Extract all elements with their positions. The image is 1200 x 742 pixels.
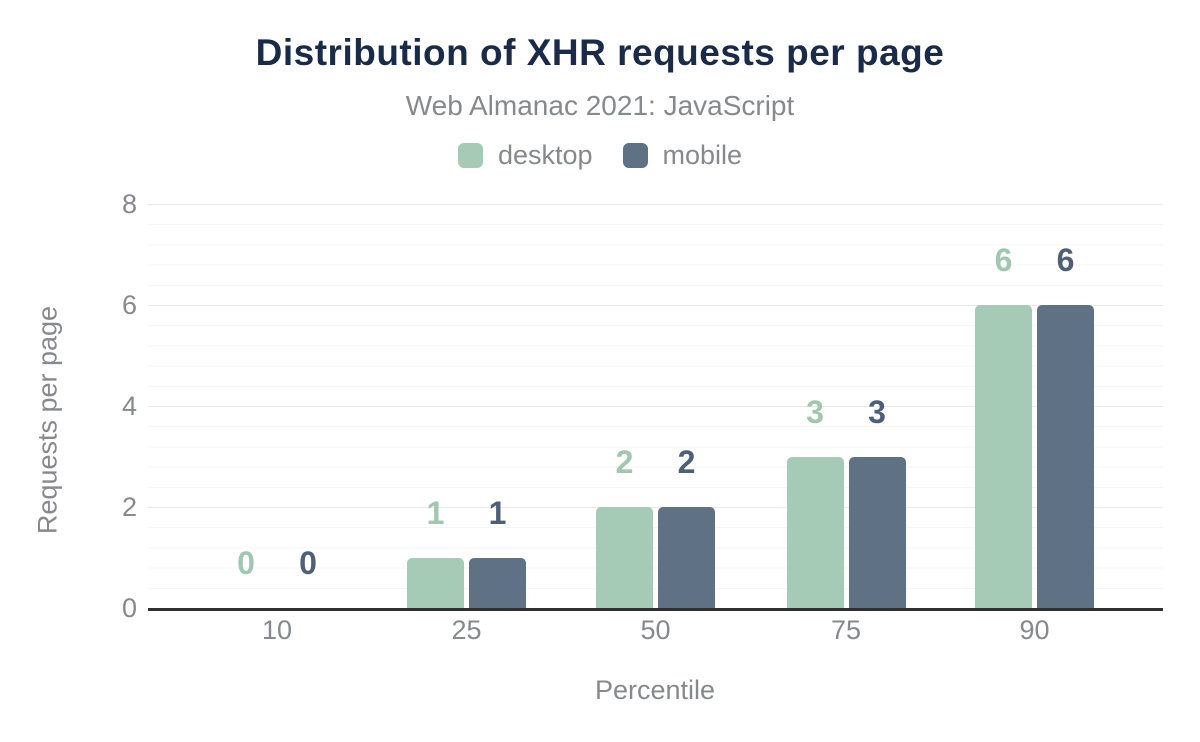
- bar: [1037, 305, 1094, 608]
- bar-value-label: 3: [868, 393, 886, 430]
- bar: [469, 557, 526, 608]
- bar: [975, 305, 1032, 608]
- desktop-swatch-icon: [457, 143, 483, 168]
- x-tick-50: 50: [640, 615, 671, 645]
- bar-group-p25: 1 1: [407, 204, 526, 608]
- legend-label-desktop: desktop: [497, 140, 593, 170]
- desktop-bar-p50[interactable]: 2: [596, 204, 653, 608]
- bar: [786, 456, 844, 608]
- desktop-bar-p90[interactable]: 6: [975, 204, 1032, 608]
- mobile-bar-p90[interactable]: 6: [1037, 204, 1094, 608]
- chart-title: Distribution of XHR requests per page: [255, 32, 945, 73]
- bar-value-label: 2: [615, 444, 634, 480]
- mobile-bar-p50[interactable]: 2: [658, 204, 715, 608]
- x-tick-10: 10: [261, 615, 293, 645]
- desktop-bar-p10[interactable]: 0: [218, 204, 275, 608]
- y-tick-8: 8: [121, 189, 137, 219]
- mobile-bar-p25[interactable]: 1: [469, 204, 526, 608]
- bar: [848, 456, 906, 608]
- desktop-bar-p75[interactable]: 3: [786, 204, 844, 608]
- y-tick-4: 4: [121, 391, 137, 421]
- x-tick-75: 75: [830, 615, 862, 645]
- legend-item-mobile[interactable]: mobile: [622, 140, 743, 171]
- legend: desktop mobile: [0, 140, 1200, 171]
- mobile-bar-p75[interactable]: 3: [848, 204, 906, 608]
- chart-subtitle: Web Almanac 2021: JavaScript: [405, 90, 795, 121]
- mobile-swatch-icon: [622, 143, 648, 168]
- x-tick-25: 25: [451, 615, 482, 645]
- y-tick-0: 0: [121, 593, 137, 623]
- bar-value-label: 3: [806, 393, 824, 430]
- bar: [658, 507, 715, 608]
- mobile-bar-p10[interactable]: 0: [280, 204, 337, 608]
- y-tick-2: 2: [121, 492, 137, 522]
- bar-value-label: 0: [237, 545, 255, 581]
- y-tick-6: 6: [121, 290, 137, 320]
- desktop-bar-p25[interactable]: 1: [407, 204, 464, 608]
- bar-value-label: 6: [1056, 242, 1075, 278]
- bar-group-p90: 6 6: [975, 204, 1094, 608]
- bar-value-label: 6: [994, 242, 1013, 278]
- bar: [596, 507, 653, 608]
- legend-item-desktop[interactable]: desktop: [457, 140, 593, 171]
- x-axis-title: Percentile: [594, 675, 716, 705]
- x-tick-90: 90: [1019, 615, 1050, 645]
- bar-group-p75: 3 3: [786, 204, 906, 608]
- bar-value-label: 1: [488, 494, 507, 531]
- bar-group-p10: 0 0: [218, 204, 337, 608]
- plot-area: 0 0 1 1 2 2: [148, 204, 1163, 611]
- bar-value-label: 0: [299, 545, 317, 581]
- legend-label-mobile: mobile: [662, 140, 743, 170]
- bar-value-label: 1: [426, 494, 445, 531]
- bar-value-label: 2: [677, 444, 696, 480]
- bar-group-p50: 2 2: [596, 204, 715, 608]
- bar: [407, 557, 464, 608]
